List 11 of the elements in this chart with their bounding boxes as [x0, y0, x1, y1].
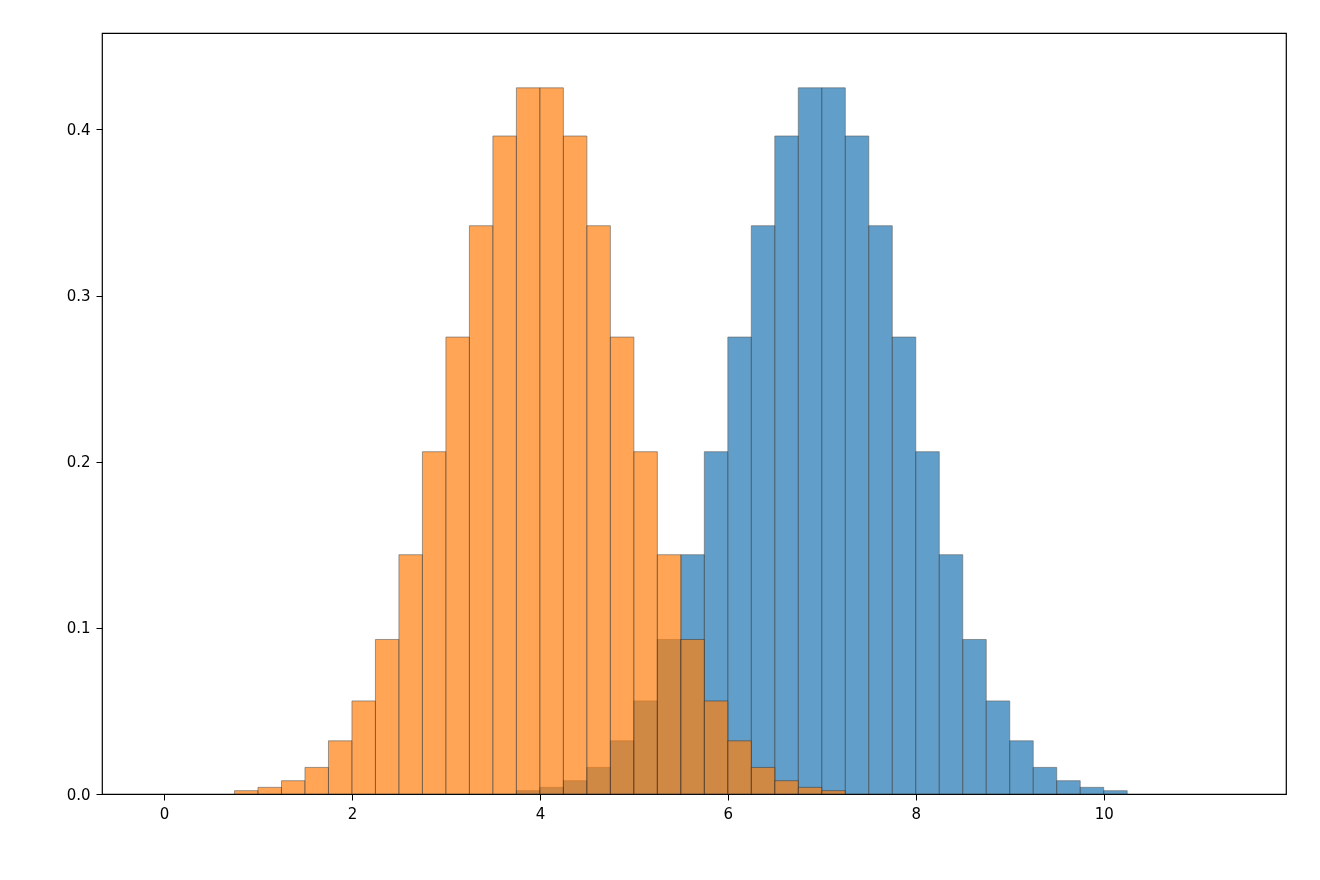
y-tick-label: 0.3: [66, 287, 91, 306]
x-tick-label: 2: [347, 804, 358, 823]
y-tick-label: 0.0: [66, 785, 91, 804]
y-tick-label: 0.4: [66, 120, 91, 139]
x-tick-label: 8: [911, 804, 922, 823]
x-tick-label: 10: [1094, 804, 1114, 823]
y-tick-label: 0.2: [66, 453, 91, 472]
x-tick-label: 4: [535, 804, 546, 823]
x-tick-label: 0: [159, 804, 170, 823]
x-tick-label: 6: [723, 804, 734, 823]
y-tick-label: 0.1: [66, 619, 91, 638]
